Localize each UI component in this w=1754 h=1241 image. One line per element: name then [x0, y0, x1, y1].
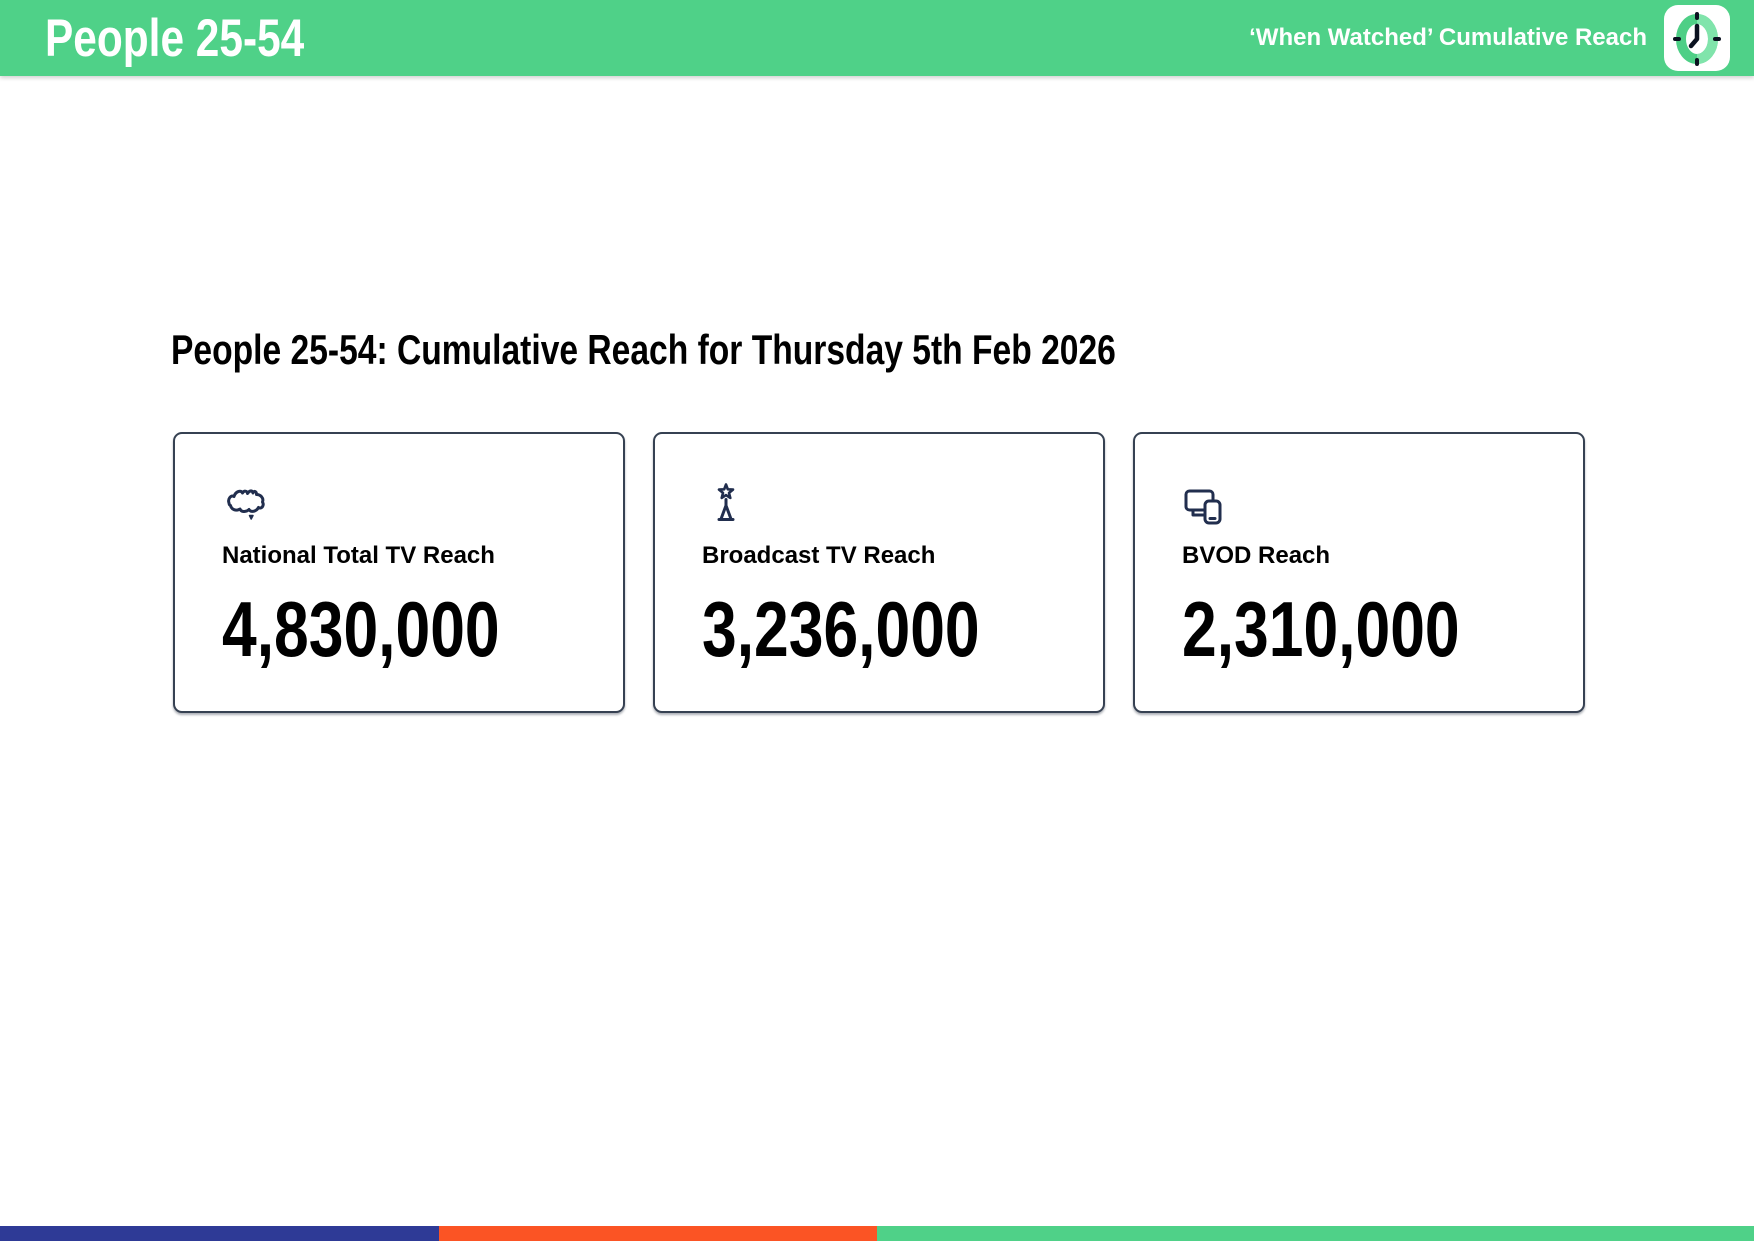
footer-stripe-blue: [0, 1226, 439, 1241]
kpi-label: National Total TV Reach: [222, 542, 495, 569]
clock-icon: [1664, 5, 1730, 71]
kpi-card-national-total-tv: National Total TV Reach 4,830,000: [173, 432, 625, 713]
kpi-label: BVOD Reach: [1182, 542, 1331, 569]
footer-stripe-orange: [438, 1226, 877, 1241]
kpi-value: 4,830,000: [222, 585, 500, 673]
kpi-card-broadcast-tv: Broadcast TV Reach 3,236,000: [653, 432, 1105, 713]
kpi-value: 2,310,000: [1182, 585, 1460, 673]
footer-stripe-green: [877, 1226, 1754, 1241]
broadcast-tower-icon: [702, 482, 750, 530]
australia-map-icon: [222, 482, 270, 530]
kpi-card-row: National Total TV Reach 4,830,000 Broadc…: [173, 432, 1585, 713]
footer-brand-bar: [0, 1226, 1754, 1241]
page-title: People 25-54: [45, 8, 305, 68]
multi-device-icon: [1182, 482, 1230, 530]
report-subtitle: ‘When Watched’ Cumulative Reach: [1249, 24, 1647, 51]
kpi-card-bvod: BVOD Reach 2,310,000: [1133, 432, 1585, 713]
section-heading: People 25-54: Cumulative Reach for Thurs…: [171, 326, 1116, 373]
app-header: People 25-54 ‘When Watched’ Cumulative R…: [0, 0, 1754, 76]
kpi-label: Broadcast TV Reach: [702, 542, 936, 569]
kpi-value: 3,236,000: [702, 585, 980, 673]
header-right-group: ‘When Watched’ Cumulative Reach: [1249, 5, 1730, 71]
